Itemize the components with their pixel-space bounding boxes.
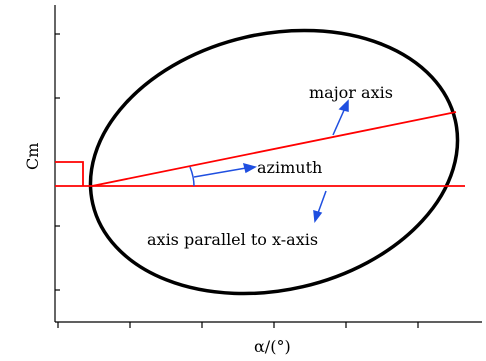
corner-marker xyxy=(55,161,84,186)
x-axis-title: α/(°) xyxy=(254,337,291,356)
parallel-axis-arrow-line xyxy=(317,190,327,214)
major-axis-line xyxy=(91,111,457,187)
azimuth-arrowhead xyxy=(242,162,257,174)
ellipse-outline xyxy=(88,28,460,296)
y-axis-title: Cm xyxy=(23,143,42,170)
major-axis-label: major axis xyxy=(309,83,393,102)
major-axis-arrowhead xyxy=(338,99,349,112)
parallel-axis-label: axis parallel to x-axis xyxy=(147,230,318,249)
axes xyxy=(54,5,482,328)
arrows xyxy=(193,99,349,223)
azimuth-arrow-line xyxy=(193,167,247,178)
azimuth-arc xyxy=(189,166,195,187)
major-axis-arrow-line xyxy=(332,107,346,136)
azimuth-label: azimuth xyxy=(257,158,322,177)
reference-lines xyxy=(55,111,465,187)
parallel-axis-arrowhead xyxy=(313,209,323,223)
